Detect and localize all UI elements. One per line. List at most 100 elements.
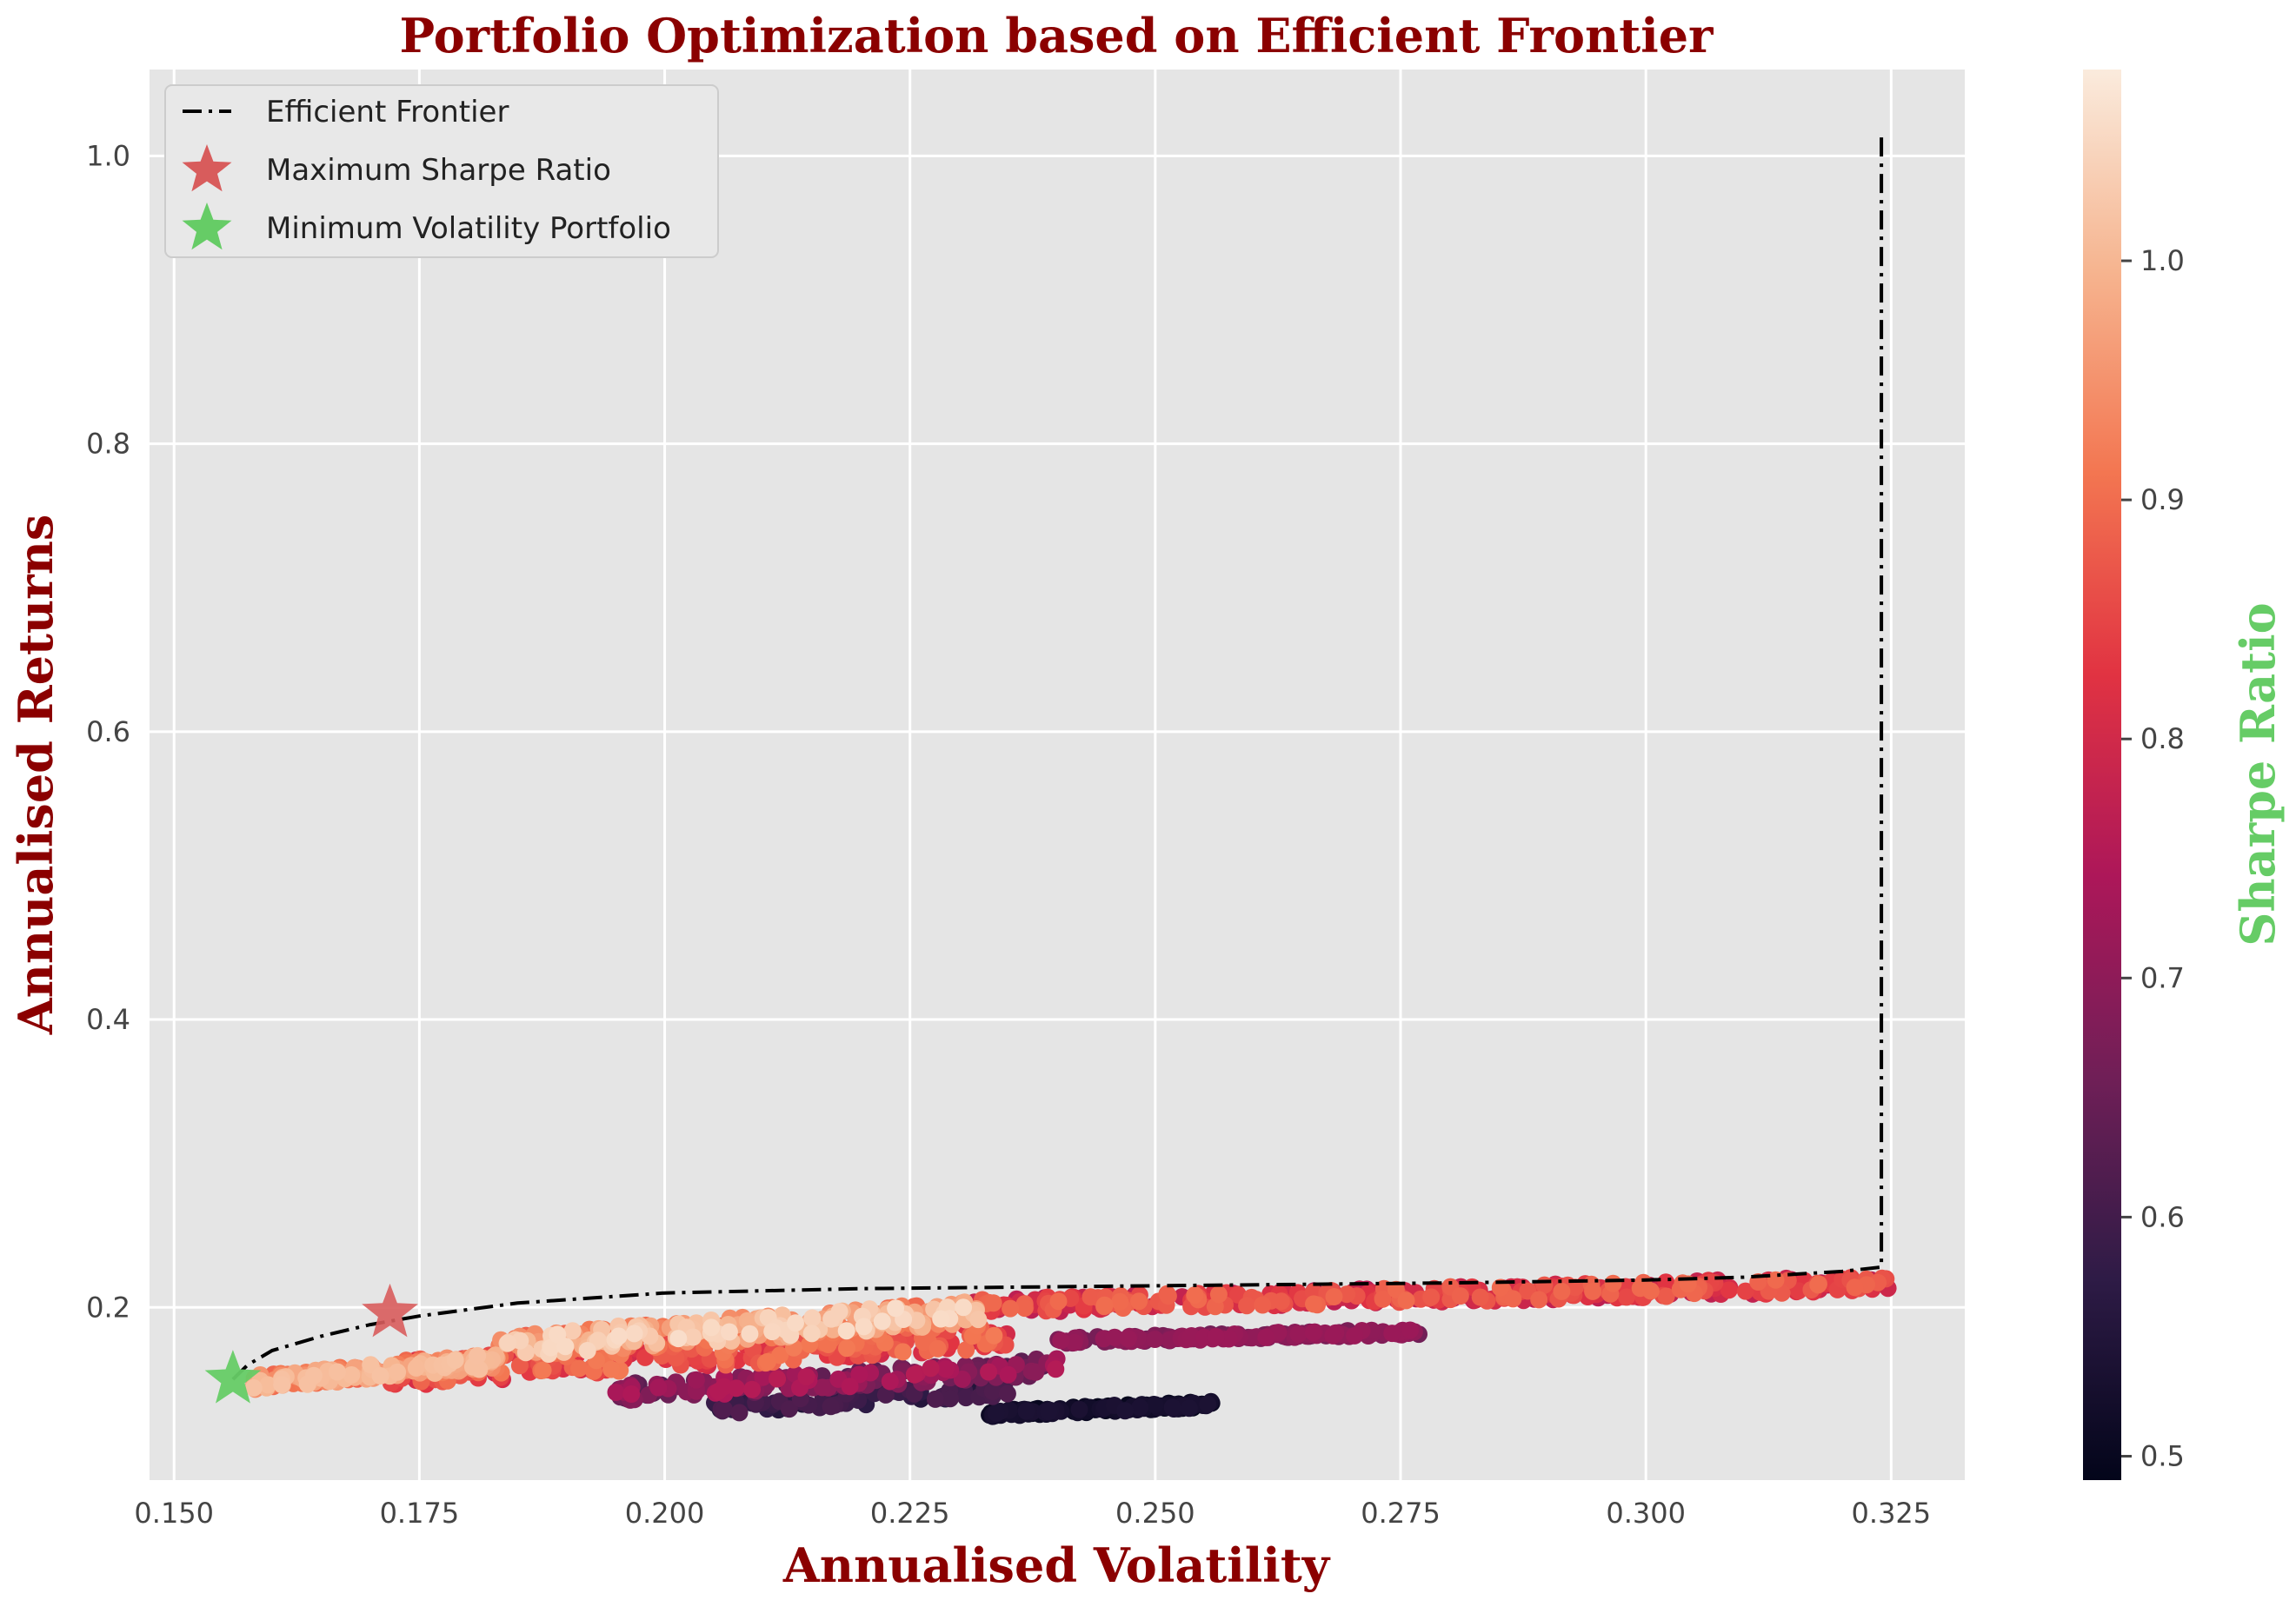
scatter-point bbox=[1471, 1288, 1489, 1306]
scatter-point bbox=[687, 1371, 705, 1389]
scatter-point bbox=[983, 1383, 1002, 1401]
scatter-point bbox=[1049, 1292, 1068, 1311]
scatter-point bbox=[1131, 1398, 1149, 1417]
scatter-point bbox=[763, 1323, 782, 1341]
colorbar-tick-label: 0.7 bbox=[2140, 961, 2185, 994]
scatter-point bbox=[942, 1390, 959, 1408]
scatter-point bbox=[850, 1365, 868, 1384]
scatter-point bbox=[1106, 1328, 1124, 1346]
scatter-point bbox=[1002, 1299, 1020, 1318]
scatter-point bbox=[838, 1339, 855, 1358]
scatter-point bbox=[1305, 1295, 1322, 1313]
scatter-point bbox=[602, 1360, 620, 1378]
colorbar-tick-label: 0.9 bbox=[2140, 483, 2185, 516]
scatter-point bbox=[837, 1322, 855, 1340]
x-tick-label: 0.275 bbox=[1361, 1497, 1441, 1530]
scatter-point bbox=[876, 1385, 895, 1404]
scatter-point bbox=[1401, 1321, 1419, 1339]
scatter-point bbox=[244, 1378, 263, 1397]
scatter-point bbox=[822, 1398, 840, 1416]
scatter-point bbox=[841, 1378, 859, 1396]
scatter-point bbox=[715, 1400, 733, 1418]
scatter-point bbox=[797, 1368, 815, 1385]
x-tick-label: 0.225 bbox=[870, 1497, 950, 1530]
scatter-point bbox=[570, 1359, 588, 1378]
scatter-point bbox=[730, 1404, 749, 1422]
scatter-point bbox=[1095, 1296, 1114, 1314]
scatter-point bbox=[578, 1342, 596, 1359]
scatter-point bbox=[802, 1325, 821, 1343]
scatter-point bbox=[1374, 1290, 1392, 1308]
scatter-point bbox=[470, 1360, 489, 1378]
scatter-point bbox=[1119, 1330, 1137, 1348]
scatter-point bbox=[987, 1404, 1005, 1422]
y-tick-label: 0.4 bbox=[86, 1003, 130, 1036]
scatter-point bbox=[754, 1368, 772, 1386]
scatter-point bbox=[1081, 1288, 1100, 1306]
scatter-point bbox=[649, 1378, 668, 1397]
scatter-point bbox=[803, 1309, 822, 1327]
scatter-point bbox=[563, 1322, 582, 1340]
scatter-point bbox=[727, 1379, 745, 1398]
scatter-point bbox=[1422, 1288, 1441, 1306]
grid-lines bbox=[150, 70, 1965, 1480]
scatter-point bbox=[1530, 1291, 1548, 1309]
x-tick-label: 0.250 bbox=[1115, 1497, 1195, 1530]
scatter-points bbox=[244, 1269, 1897, 1425]
legend-label-max-sharpe: Maximum Sharpe Ratio bbox=[266, 153, 611, 188]
scatter-point bbox=[720, 1323, 738, 1341]
y-tick-label: 0.2 bbox=[86, 1291, 130, 1324]
colorbar-ticks: 0.5 0.6 0.7 0.8 0.9 1.0 bbox=[2121, 244, 2185, 1472]
scatter-point bbox=[1618, 1288, 1635, 1306]
scatter-point bbox=[1604, 1274, 1622, 1292]
scatter-point bbox=[362, 1356, 380, 1374]
scatter-point bbox=[999, 1365, 1017, 1384]
scatter-point bbox=[1720, 1281, 1738, 1299]
scatter-point bbox=[669, 1330, 688, 1348]
scatter-point bbox=[894, 1343, 912, 1361]
scatter-point bbox=[985, 1326, 1003, 1345]
scatter-point bbox=[984, 1294, 1002, 1312]
legend-box bbox=[164, 84, 719, 258]
scatter-point bbox=[702, 1318, 721, 1337]
scatter-point bbox=[1047, 1360, 1065, 1378]
scatter-point bbox=[1504, 1290, 1522, 1308]
colorbar-title: Sharpe Ratio bbox=[2230, 602, 2286, 946]
scatter-point bbox=[1146, 1331, 1164, 1348]
scatter-point bbox=[980, 1363, 998, 1381]
y-tick-labels: 0.2 0.4 0.6 0.8 1.0 bbox=[86, 139, 130, 1324]
scatter-point bbox=[1257, 1328, 1275, 1346]
scatter-point bbox=[1641, 1282, 1660, 1300]
scatter-point bbox=[259, 1376, 277, 1394]
x-axis-title: Annualised Volatility bbox=[782, 1537, 1331, 1593]
stars-group bbox=[204, 1283, 418, 1404]
legend-label-min-vol: Minimum Volatility Portfolio bbox=[266, 211, 671, 246]
scatter-point bbox=[609, 1327, 628, 1345]
x-tick-label: 0.150 bbox=[134, 1497, 214, 1530]
x-tick-label: 0.300 bbox=[1606, 1497, 1686, 1530]
legend-min-vol-star bbox=[182, 203, 232, 250]
scatter-point bbox=[1186, 1286, 1204, 1305]
y-tick-label: 1.0 bbox=[86, 139, 130, 172]
scatter-point bbox=[926, 1390, 944, 1408]
scatter-point bbox=[1346, 1326, 1364, 1345]
scatter-point bbox=[1289, 1325, 1308, 1344]
scatter-point bbox=[1207, 1327, 1225, 1345]
scatter-point bbox=[1116, 1402, 1135, 1420]
scatter-point bbox=[556, 1338, 575, 1356]
y-tick-label: 0.8 bbox=[86, 428, 130, 461]
scatter-point bbox=[1209, 1285, 1228, 1304]
scatter-point bbox=[1584, 1282, 1602, 1300]
scatter-point bbox=[510, 1357, 529, 1375]
plot-area bbox=[150, 70, 1965, 1480]
scatter-point bbox=[759, 1352, 776, 1371]
min-volatility-star bbox=[204, 1350, 262, 1404]
max-sharpe-star bbox=[362, 1283, 418, 1338]
chart-title: Portfolio Optimization based on Efficien… bbox=[399, 8, 1714, 63]
scatter-point bbox=[1199, 1395, 1217, 1413]
scatter-point bbox=[887, 1299, 905, 1318]
scatter-point bbox=[625, 1325, 643, 1343]
scatter-point bbox=[1180, 1399, 1198, 1418]
